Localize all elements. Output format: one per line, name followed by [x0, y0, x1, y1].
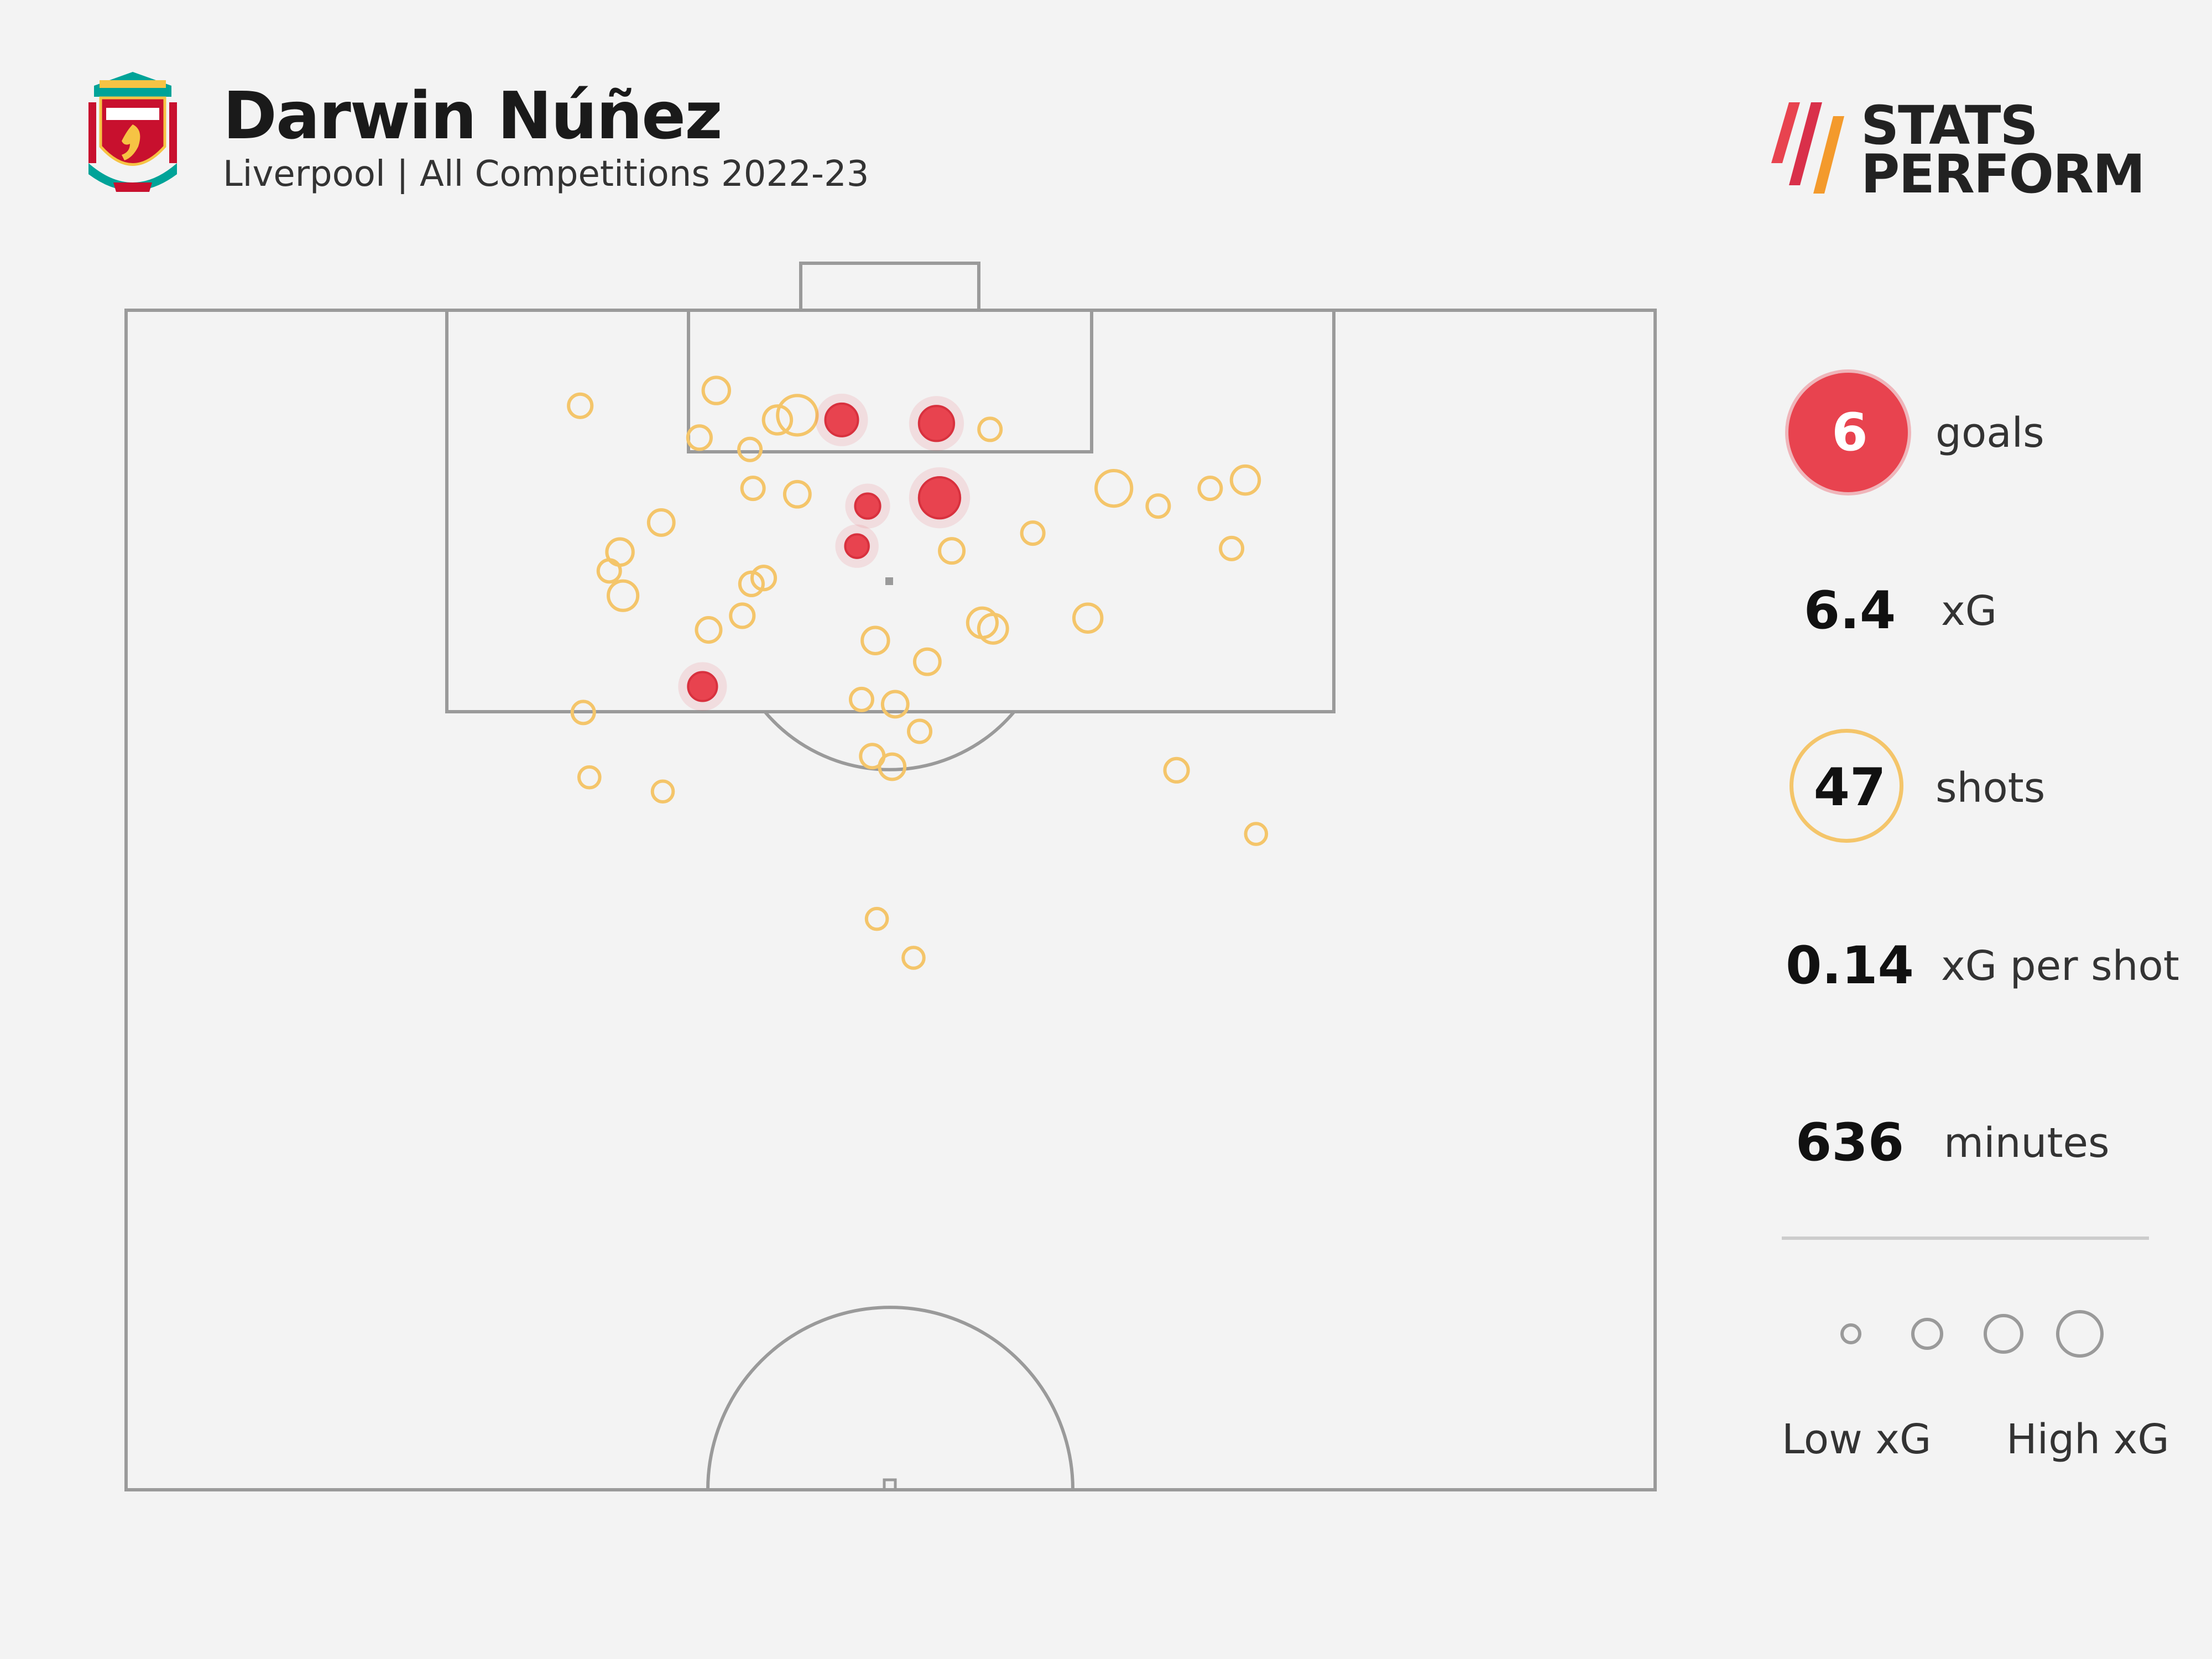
shot-marker-11 [1197, 476, 1223, 502]
pitch-lines [124, 262, 1657, 1491]
shot-marker-34 [878, 752, 907, 781]
goals-label: goals [1936, 409, 2044, 457]
shot-marker-4 [737, 436, 763, 462]
legend-circle-medium-high [1984, 1314, 2023, 1354]
goal-halo-5 [835, 524, 879, 568]
shot-marker-33 [859, 743, 886, 770]
shot-marker-3 [686, 424, 713, 451]
goal-marker-1 [824, 402, 859, 437]
center-spot [883, 1478, 897, 1491]
shot-marker-16 [607, 579, 640, 612]
shot-marker-40 [901, 946, 926, 970]
shots-value: 47 [1813, 758, 1886, 818]
goal-marker-4 [854, 492, 881, 520]
goal-halo-6 [678, 662, 727, 711]
shots-badge [1790, 729, 1903, 843]
shot-marker-36 [650, 779, 675, 804]
center-circle [706, 1306, 1074, 1490]
stat-goals: 6 goals [1781, 369, 2201, 497]
goal-marker-2 [917, 405, 956, 442]
shot-marker-1 [567, 392, 594, 419]
goal-halo-1 [815, 393, 868, 446]
shot-marker-35 [577, 765, 602, 790]
brand-line2: PERFORM [1861, 143, 2145, 205]
stat-xg-per-shot: 0.14 xG per shot [1781, 902, 2201, 1030]
shots-layer [567, 375, 1269, 970]
shot-marker-30 [848, 686, 874, 712]
xg-per-shot-value: 0.14 [1786, 936, 1914, 996]
goals-badge [1788, 373, 1908, 492]
legend-circle-low [1840, 1323, 1861, 1344]
goal-halo-2 [909, 396, 964, 451]
xg-label: xG [1941, 587, 1997, 635]
minutes-value: 636 [1795, 1113, 1905, 1173]
pitch-outline [124, 309, 1657, 1491]
legend-circle-high [2056, 1310, 2104, 1358]
stat-shots: 47 shots [1781, 724, 2201, 852]
stats-perform-logo: STATS PERFORM [1767, 95, 2145, 202]
goal-halo-3 [909, 467, 971, 529]
shot-marker-21 [1219, 535, 1245, 561]
stats-divider [1782, 1237, 2149, 1240]
legend-circle-medium-low [1911, 1318, 1943, 1350]
goals-layer [678, 393, 971, 711]
minutes-label: minutes [1944, 1119, 2110, 1167]
stats-perform-slash-icon [1771, 102, 1844, 194]
xg-per-shot-label: xG per shot [1941, 942, 2179, 990]
stat-xg: 6.4 xG [1781, 547, 2201, 675]
shot-marker-28 [912, 647, 942, 676]
shot-marker-20 [1020, 520, 1046, 546]
penalty-arc [763, 711, 1016, 771]
shot-marker-38 [1244, 822, 1269, 846]
shot-marker-32 [907, 718, 933, 744]
liverpool-crest-logo [88, 72, 177, 192]
shot-marker-9 [782, 479, 812, 509]
player-name: Darwin Núñez [223, 77, 723, 154]
shot-marker-6 [776, 394, 819, 437]
penalty-spot [885, 577, 893, 585]
shot-marker-23 [695, 616, 723, 644]
shot-marker-17 [750, 565, 778, 592]
shots-label: shots [1936, 764, 2046, 812]
shot-marker-7 [977, 416, 1003, 442]
shot-marker-22 [729, 602, 756, 629]
shot-marker-14 [605, 537, 635, 567]
shot-marker-37 [1163, 757, 1190, 784]
shot-marker-26 [1072, 602, 1104, 634]
legend-high-label: High xG [2006, 1416, 2169, 1463]
stat-minutes: 636 minutes [1781, 1079, 2201, 1207]
six-yard-box [687, 309, 1093, 453]
shot-marker-24 [966, 606, 999, 639]
shot-marker-18 [738, 570, 765, 597]
shot-marker-2 [701, 375, 732, 405]
shot-marker-10 [1094, 468, 1134, 508]
shot-marker-12 [1229, 464, 1261, 496]
goal-halo-4 [845, 483, 890, 529]
shot-marker-29 [570, 700, 596, 726]
subtitle: Liverpool | All Competitions 2022-23 [223, 154, 869, 195]
legend-low-label: Low xG [1782, 1416, 1932, 1463]
shot-marker-5 [761, 404, 794, 436]
xg-legend [1840, 1310, 2104, 1358]
shot-marker-19 [938, 537, 966, 565]
brand-line1: STATS [1861, 95, 2038, 156]
shot-marker-15 [596, 558, 622, 584]
xg-value: 6.4 [1803, 581, 1896, 641]
goals-value: 6 [1832, 403, 1868, 463]
penalty-area [445, 309, 1335, 713]
shot-marker-13 [646, 508, 676, 537]
goal-marker-6 [687, 671, 718, 702]
goal-marker-3 [917, 476, 962, 520]
shot-marker-31 [880, 690, 910, 719]
shot-marker-25 [977, 612, 1009, 645]
goal-marker-5 [844, 533, 870, 559]
shot-marker-27 [860, 625, 890, 655]
shot-marker-8 [740, 476, 766, 502]
shot-marker-39 [864, 906, 889, 931]
shot-marker-41 [1145, 493, 1171, 519]
goal-frame [799, 262, 980, 312]
